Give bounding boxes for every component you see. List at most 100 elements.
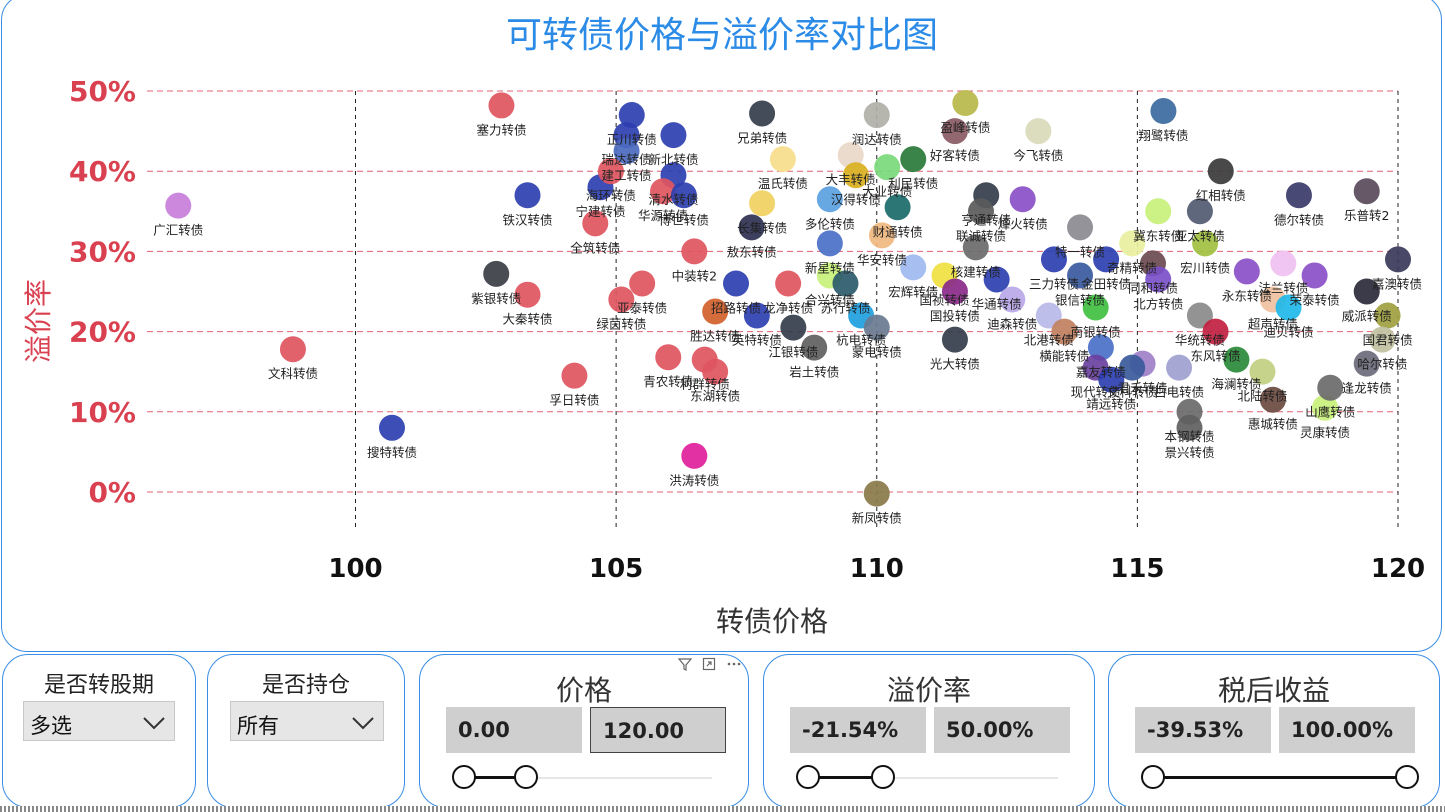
data-point[interactable]	[1119, 230, 1146, 257]
data-point[interactable]	[1301, 262, 1328, 289]
data-point[interactable]	[863, 480, 890, 507]
data-point[interactable]	[749, 100, 776, 127]
data-point[interactable]	[629, 270, 656, 297]
data-point[interactable]	[613, 138, 640, 165]
data-point[interactable]	[650, 178, 677, 205]
data-point[interactable]	[749, 190, 776, 217]
price-slider-max-handle[interactable]	[514, 765, 538, 789]
data-point[interactable]	[1353, 178, 1380, 205]
data-point[interactable]	[1192, 230, 1219, 257]
data-point[interactable]	[608, 286, 635, 313]
data-point[interactable]	[1145, 266, 1172, 293]
data-point[interactable]	[816, 186, 843, 213]
data-point[interactable]	[941, 118, 968, 145]
data-point[interactable]	[941, 278, 968, 305]
more-options-icon[interactable]	[726, 657, 742, 671]
data-point[interactable]	[681, 238, 708, 265]
data-point[interactable]	[884, 194, 911, 221]
data-point[interactable]	[1040, 246, 1067, 273]
data-point[interactable]	[962, 234, 989, 261]
holding-dropdown[interactable]: 所有	[230, 701, 384, 741]
premium-slider-max-handle[interactable]	[871, 765, 895, 789]
data-point[interactable]	[1317, 374, 1344, 401]
return-slider-max-handle[interactable]	[1395, 765, 1419, 789]
data-point[interactable]	[378, 414, 405, 441]
data-point[interactable]	[816, 230, 843, 257]
data-point[interactable]	[702, 358, 729, 385]
data-point[interactable]	[1166, 354, 1193, 381]
data-point[interactable]	[832, 270, 859, 297]
data-point[interactable]	[1051, 318, 1078, 345]
data-point[interactable]	[743, 302, 770, 329]
data-point[interactable]	[1270, 250, 1297, 277]
data-point[interactable]	[488, 92, 515, 119]
premium-slider-min-handle[interactable]	[796, 765, 820, 789]
data-point[interactable]	[582, 210, 609, 237]
data-point[interactable]	[681, 442, 708, 469]
data-point[interactable]	[900, 146, 927, 173]
data-point[interactable]	[842, 162, 869, 189]
data-point[interactable]	[900, 254, 927, 281]
data-point[interactable]	[1207, 158, 1234, 185]
data-point[interactable]	[1249, 358, 1276, 385]
data-point[interactable]	[1369, 326, 1396, 353]
convert-period-dropdown[interactable]: 多选	[23, 701, 175, 741]
data-point[interactable]	[1145, 198, 1172, 225]
data-point[interactable]	[1150, 98, 1177, 125]
price-max-input[interactable]: 120.00	[590, 707, 726, 753]
price-min-input[interactable]: 0.00	[446, 707, 582, 753]
data-point[interactable]	[1259, 386, 1286, 413]
data-point[interactable]	[1353, 350, 1380, 377]
data-point[interactable]	[1087, 334, 1114, 361]
data-point[interactable]	[1176, 414, 1203, 441]
data-point[interactable]	[165, 192, 192, 219]
return-max-input[interactable]: 100.00%	[1279, 707, 1415, 753]
data-point[interactable]	[1223, 346, 1250, 373]
data-point[interactable]	[618, 102, 645, 129]
data-point[interactable]	[1025, 118, 1052, 145]
data-point[interactable]	[1009, 186, 1036, 213]
data-point[interactable]	[863, 102, 890, 129]
data-point[interactable]	[1186, 302, 1213, 329]
data-point[interactable]	[655, 344, 682, 371]
data-point[interactable]	[1275, 294, 1302, 321]
premium-min-input[interactable]: -21.54%	[790, 707, 926, 753]
data-point[interactable]	[1353, 278, 1380, 305]
filter-icon[interactable]	[677, 657, 692, 671]
data-point[interactable]	[1202, 318, 1229, 345]
data-point[interactable]	[279, 336, 306, 363]
focus-mode-icon[interactable]	[702, 657, 716, 671]
data-point[interactable]	[1067, 262, 1094, 289]
data-point[interactable]	[983, 266, 1010, 293]
data-point[interactable]	[514, 281, 541, 308]
data-point[interactable]	[514, 182, 541, 209]
data-point[interactable]	[769, 146, 796, 173]
data-point[interactable]	[999, 286, 1026, 313]
data-point[interactable]	[775, 270, 802, 297]
price-slider-track[interactable]	[464, 777, 712, 779]
data-point[interactable]	[1093, 246, 1120, 273]
data-point[interactable]	[660, 122, 687, 149]
data-point[interactable]	[1067, 214, 1094, 241]
data-point[interactable]	[801, 334, 828, 361]
data-point[interactable]	[561, 362, 588, 389]
premium-slider-track[interactable]	[808, 777, 1058, 779]
data-point[interactable]	[670, 182, 697, 209]
data-point[interactable]	[952, 90, 979, 117]
return-min-input[interactable]: -39.53%	[1135, 707, 1271, 753]
data-point[interactable]	[868, 222, 895, 249]
data-point[interactable]	[941, 326, 968, 353]
data-point[interactable]	[702, 298, 729, 325]
data-point[interactable]	[738, 214, 765, 241]
data-point[interactable]	[780, 314, 807, 341]
data-point[interactable]	[483, 260, 510, 287]
data-point[interactable]	[597, 158, 624, 185]
data-point[interactable]	[1285, 182, 1312, 209]
data-point[interactable]	[863, 314, 890, 341]
data-point[interactable]	[1186, 198, 1213, 225]
data-point[interactable]	[1385, 246, 1411, 273]
data-point[interactable]	[1098, 366, 1125, 393]
data-point[interactable]	[837, 142, 864, 169]
data-point[interactable]	[723, 270, 750, 297]
data-point[interactable]	[1233, 258, 1260, 285]
